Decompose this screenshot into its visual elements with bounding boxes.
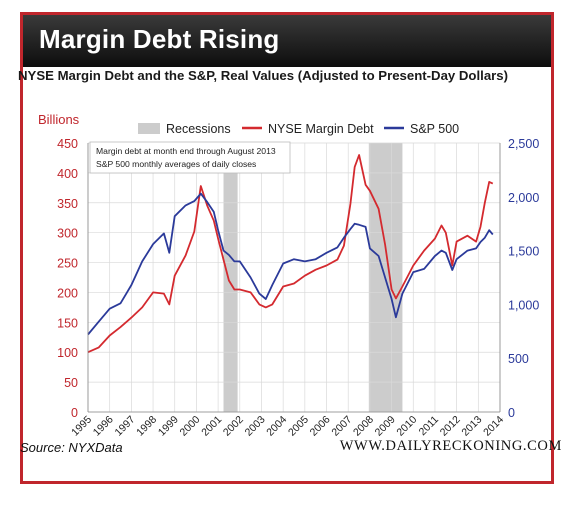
annotation-box: Margin debt at month end through August … [89,141,291,174]
x-tick-label: 2001 [199,414,224,439]
legend-recessions-label: Recessions [166,122,231,136]
y-right-tick-label: 1,500 [508,245,539,259]
x-tick-label: 2011 [417,414,442,439]
x-tick-label: 2010 [394,414,419,439]
y-left-tick-label: 350 [57,197,78,211]
y-left-tick-label: 0 [71,406,78,420]
x-tick-label: 2002 [221,414,246,439]
site-credit: WWW.DAILYRECKONING.COM [339,438,562,454]
legend-sp500-label: S&P 500 [410,122,459,136]
x-tick-label: 1996 [91,414,116,439]
legend: Recessions NYSE Margin Debt S&P 500 [138,122,459,136]
source-note: Source: NYXData [20,440,123,455]
banner-title: Margin Debt Rising [39,24,280,54]
x-tick-label: 2008 [351,414,376,439]
x-tick-label: 2009 [373,414,398,439]
y-right-tick-label: 0 [508,406,515,420]
y-left-tick-label: 400 [57,167,78,181]
y-right-tick-label: 1,000 [508,298,539,312]
y-left-tick-label: 450 [57,137,78,151]
y-right-tick-label: 2,500 [508,137,539,151]
annotation-line-2: S&P 500 monthly averages of daily closes [96,159,256,169]
banner: Margin Debt Rising [23,15,551,67]
x-tick-label: 1999 [156,414,181,439]
x-tick-label: 2006 [308,414,333,439]
series-line-margin-debt [87,154,494,354]
y-left-tick-label: 100 [57,346,78,360]
chart-title: NYSE Margin Debt and the S&P, Real Value… [18,68,509,83]
y-left-tick-label: 300 [57,227,78,241]
chart-frame: Margin Debt Rising [20,12,554,484]
y-right-tick-label: 2,000 [508,191,539,205]
legend-margin-debt-label: NYSE Margin Debt [268,122,374,136]
legend-recessions-swatch [138,123,160,134]
recession-band-0 [223,143,238,412]
x-tick-label: 1998 [134,414,159,439]
series-line-sp500 [87,192,494,336]
annotation-line-1: Margin debt at month end through August … [96,146,276,156]
x-tick-label: 2013 [459,414,484,439]
x-tick-label: 1997 [112,414,137,439]
recession-bands [223,143,403,412]
y-left-tick-label: 250 [57,257,78,271]
x-tick-label: 2014 [481,414,506,439]
y-left-tick-label: 200 [57,286,78,300]
x-tick-label: 2004 [264,414,289,439]
y-right-tick-label: 500 [508,352,529,366]
series-lines [87,154,494,354]
x-tick-label: 2003 [243,414,268,439]
grid [87,142,501,413]
x-tick-label: 2007 [329,414,354,439]
y-left-tick-label: 150 [57,316,78,330]
x-tick-label: 2012 [438,414,463,439]
x-tick-label: 2000 [178,414,203,439]
y-left-tick-label: 50 [64,376,78,390]
y-axis-label: Billions [38,112,80,127]
x-tick-label: 2005 [286,414,311,439]
